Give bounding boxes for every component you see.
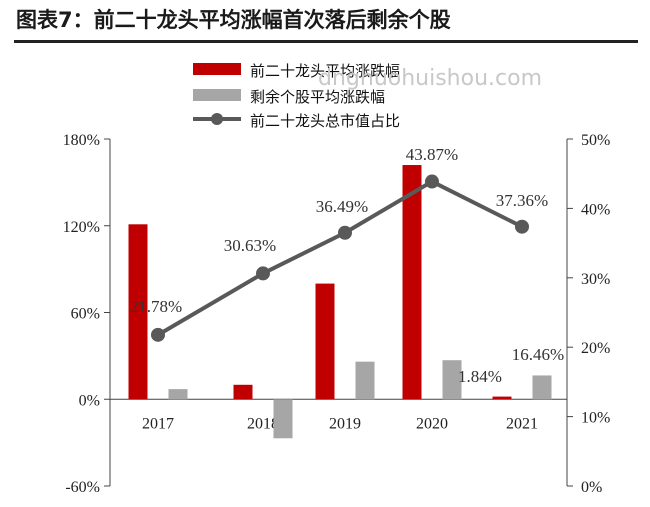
bar-top20-change — [315, 283, 335, 400]
axes: 180% 120% 60% 0% -60% 50% 40% 30% 20% 10% 0% 2017 20… — [63, 132, 611, 496]
data-label: 37.36% — [496, 191, 548, 210]
right-axis-tick-label: 30% — [581, 271, 610, 288]
market-cap-share-point — [338, 225, 352, 240]
bar-rest-change — [355, 361, 375, 400]
left-axis-tick-label: 120% — [63, 219, 100, 236]
bar-top20-change — [233, 384, 253, 400]
x-axis-tick-label: 2018 — [247, 415, 279, 432]
data-label: 1.84% — [458, 367, 502, 386]
left-axis-tick-label: 60% — [71, 306, 100, 323]
legend-swatch-marker — [211, 113, 223, 125]
bar-rest-change — [442, 360, 462, 400]
data-label: 36.49% — [316, 197, 368, 216]
right-axis-tick-label: 0% — [581, 479, 602, 496]
watermark-text: dnghuohuishou.com — [318, 66, 542, 91]
left-axis-tick-label: 180% — [63, 132, 100, 149]
bar-top20-change — [402, 165, 422, 400]
bars — [128, 165, 552, 439]
left-axis-tick-label: -60% — [65, 479, 100, 496]
title-underline — [14, 40, 638, 43]
bar-rest-change — [273, 399, 293, 439]
right-axis-tick-label: 40% — [581, 201, 610, 218]
chart-title: 图表7：前二十龙头平均涨幅首次落后剩余个股 — [16, 8, 451, 32]
market-cap-share-point — [256, 266, 270, 281]
left-axis-tick-label: 0% — [79, 392, 100, 409]
line-series — [151, 174, 529, 342]
x-axis-tick-label: 2021 — [506, 415, 538, 432]
legend-swatch-rest-change — [193, 89, 241, 101]
market-cap-share-point — [151, 327, 165, 342]
legend-swatch-top20-change — [193, 63, 241, 75]
right-axis-tick-label: 10% — [581, 410, 610, 427]
market-cap-share-point — [425, 174, 439, 189]
bar-top20-change — [492, 396, 512, 400]
right-axis-tick-label: 50% — [581, 132, 610, 149]
legend-entry-label: 剩余个股平均涨跌幅 — [250, 88, 385, 106]
bar-rest-change — [168, 389, 188, 400]
market-cap-share-point — [515, 219, 529, 234]
legend-entry-label: 前二十龙头平均涨跌幅 — [250, 62, 400, 80]
x-axis-tick-label: 2017 — [142, 415, 174, 432]
data-label: 16.46% — [512, 345, 564, 364]
legend-entry-label: 前二十龙头总市值占比 — [250, 112, 400, 130]
x-axis-tick-label: 2019 — [329, 415, 361, 432]
data-label: 30.63% — [224, 236, 276, 255]
data-labels: 21.78% 30.63% 36.49% 43.87% 37.36% 1.84% 16.46… — [130, 145, 564, 386]
right-axis-tick-label: 20% — [581, 340, 610, 357]
bar-top20-change — [128, 224, 148, 400]
bar-rest-change — [532, 375, 552, 400]
x-axis-tick-label: 2020 — [416, 415, 448, 432]
data-label: 43.87% — [406, 145, 458, 164]
data-label: 21.78% — [130, 297, 182, 316]
